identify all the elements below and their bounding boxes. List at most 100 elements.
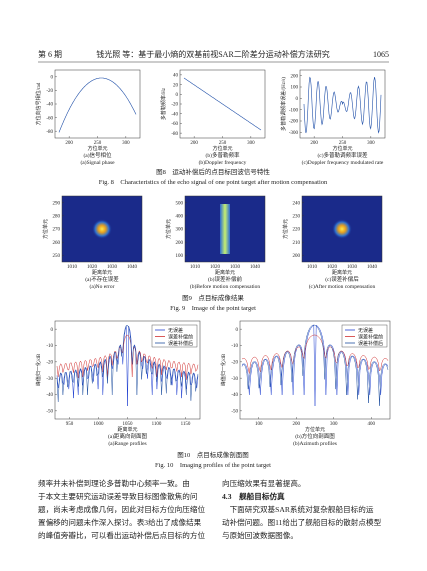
y-tick-label: 0 [51,76,54,81]
figure-caption-cn: 图8 运动补偿后的点目标回波信号特性 [156,167,270,176]
x-tick-label: 200 [310,141,318,146]
x-tick-label: 200 [190,141,198,146]
profile-curve [56,324,199,402]
body-line: 4.3 舰船目标仿真 [222,491,285,501]
header-issue: 第 6 期 [38,49,62,59]
y-tick-label: -20 [46,361,53,366]
panel-caption-en: (a)Range profiles [108,440,146,447]
y-tick-label: -50 [46,410,53,415]
legend-label: 误差补偿前 [168,334,193,341]
y-tick-label: -20 [46,89,53,94]
panel-caption-cn: (b)误差补偿前 [208,275,242,283]
y-tick-label: 280 [53,215,61,220]
figure-caption-cn: 图9 点目标成像结果 [182,293,244,302]
y-tick-label: 0 [51,328,54,333]
body-line: 置偏移的问题未作深入探讨。表3给出了成像结果 [38,517,202,527]
body-line: 频率并未补偿到理论多普勒中心频率一致。由 [38,478,190,488]
x-axis-label: 方位单元 [87,145,107,152]
panel-caption-cn: (b)多普勒频率 [206,151,240,159]
legend-box [341,324,388,348]
profile-curve [241,334,389,374]
x-tick-label: 1020 [210,265,221,270]
panel-caption-cn: (c)误差补偿后 [325,275,359,283]
figure-caption-en: Fig. 9 Image of the point target [170,305,256,312]
body-line: 向压缩效果有显著提高。 [222,478,306,488]
y-tick-label: 0 [176,93,179,98]
body-line: 题，尚未考虑成像几何，因此对目标方位向压缩位 [38,504,205,514]
image-blur [220,204,230,254]
figure-caption-en: Fig. 8 Characteristics of the echo signa… [99,179,328,186]
y-tick-label: -30 [46,377,53,382]
body-line: 于本文主要研究运动误差导致目标图像散焦的问 [38,491,197,501]
y-tick-label: 0 [236,328,239,333]
figure-caption-cn: 图10 点目标成像剖面图 [177,450,249,459]
y-axis-label: 峰值归一化/dB [35,353,42,386]
panel-caption-cn: (a)不存在误差 [85,275,119,283]
curve [183,77,262,131]
panel-caption-cn: (a)信号相位 [83,151,112,159]
panel-caption-en: (a)Signal phase [80,159,115,166]
x-tick-label: 1000 [94,422,105,427]
y-tick-label: 40 [173,74,179,79]
panel-caption-en: (b)Azimuth profiles [293,440,337,447]
y-tick-label: 230 [293,215,301,220]
x-tick-label: 200 [293,422,301,427]
x-axis-label: 方位单元 [305,426,325,433]
legend-label: 无误差 [168,327,183,334]
y-tick-label: 20 [173,83,179,88]
legend-label: 误差补偿后 [168,340,193,347]
y-tick-label: -40 [231,393,238,398]
x-tick-label: 1040 [250,265,261,270]
panel-caption-en: (c)Doppler frequency modulated rate [302,159,384,166]
panel-caption-cn: (b)方位向剖面图 [295,432,335,440]
x-tick-label: 1010 [307,265,318,270]
x-tick-label: 300 [122,141,130,146]
y-axis-label: 方位向信号相位/rad [35,82,42,125]
profile-curve [241,324,389,407]
x-tick-label: 1010 [67,265,78,270]
x-tick-label: 1100 [152,422,162,427]
y-tick-label: 260 [53,241,61,246]
x-axis-label: 距离单元 [332,269,352,276]
x-axis-label: 距离单元 [92,269,112,276]
y-tick-label: 100 [176,254,184,259]
legend-box [151,324,198,348]
panel-caption-en: (b)Before motion compensation [190,283,261,290]
body-line: 下面研究双基SAR系统对复杂舰船目标的运 [222,504,374,514]
y-tick-label: -30 [231,377,238,382]
y-tick-label: -10 [46,344,53,349]
x-tick-label: 200 [65,141,73,146]
x-tick-label: 300 [330,422,338,427]
y-axis-label: 多普勒调频率误差/(Hz/s) [280,77,287,131]
y-tick-label: 500 [176,201,184,206]
y-tick-label: -80 [171,132,178,137]
x-tick-label: 1050 [123,422,134,427]
y-tick-label: 200 [293,254,301,259]
y-axis-label: 方位单元 [165,219,172,239]
y-tick-label: 270 [53,228,61,233]
y-tick-label: 290 [53,201,61,206]
x-tick-label: 250 [219,141,227,146]
x-tick-label: 1030 [230,265,241,270]
y-tick-label: 300 [176,228,184,233]
x-tick-label: 1150 [181,422,191,427]
y-tick-label: -60 [46,116,53,121]
body-line: 动补偿问题。图11给出了舰船目标的散射点模型 [222,517,382,527]
y-tick-label: 250 [53,254,61,259]
panel-caption-en: (a)No error [90,283,115,290]
x-tick-label: 400 [368,422,376,427]
y-tick-label: 200 [291,74,299,79]
x-tick-label: 1020 [327,265,338,270]
image-spot [332,219,352,239]
y-tick-label: -20 [171,103,178,108]
panel-caption-en: (c)After motion compensation [309,283,376,290]
y-axis-label: 方位单元 [42,219,49,239]
x-tick-label: 1030 [107,265,118,270]
panel-caption-cn: (a)距离向剖面图 [108,432,148,440]
x-tick-label: 1010 [190,265,201,270]
y-axis-label: 多普勒频率/Hz [160,87,167,120]
x-tick-label: 250 [94,141,102,146]
curve [58,77,137,133]
